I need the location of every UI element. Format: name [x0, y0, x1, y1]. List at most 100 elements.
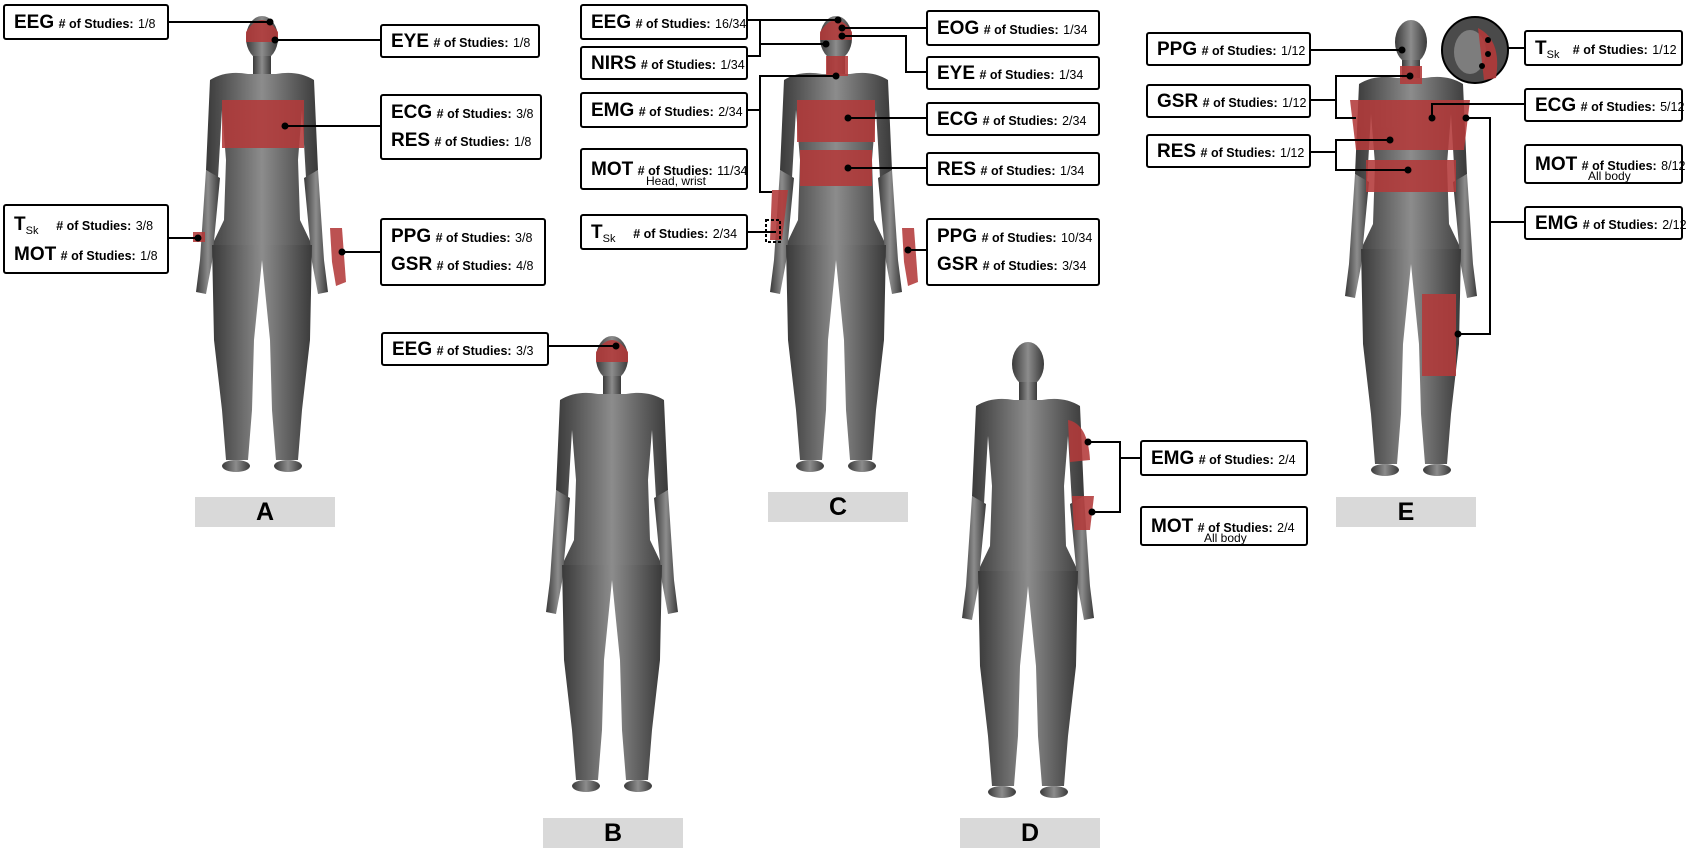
study-count: 3/8 — [516, 107, 534, 121]
study-count: 1/12 — [1282, 96, 1307, 110]
label-c-nirs: NIRS # of Studies: 1/34 — [580, 46, 748, 80]
study-count: 1/8 — [140, 249, 158, 263]
sensor-code: T — [14, 214, 26, 235]
studies-prefix: # of Studies: — [1582, 218, 1658, 232]
studies-prefix: # of Studies: — [1198, 453, 1274, 467]
sensor-code: RES — [391, 130, 431, 151]
study-count: 2/4 — [1278, 453, 1296, 467]
label-e-ppg: PPG # of Studies: 1/12 — [1146, 32, 1311, 66]
study-count: 1/8 — [512, 36, 531, 50]
studies-prefix: # of Studies: — [638, 105, 714, 119]
study-count: 2/34 — [712, 227, 738, 241]
label-e-emg: EMG # of Studies: 2/12 — [1524, 206, 1687, 240]
studies-prefix: # of Studies: — [434, 135, 510, 149]
study-count: 2/12 — [1662, 218, 1687, 232]
label-e-ecg: ECG # of Studies: 5/12 — [1524, 88, 1684, 122]
body-figure-c — [770, 16, 902, 472]
label-d-emg: EMG # of Studies: 2/4 — [1140, 440, 1308, 476]
label-d-mot: MOT # of Studies: 2/4 All body — [1140, 506, 1308, 546]
sensor-code: PPG — [391, 226, 432, 247]
label-e-mot: MOT # of Studies: 8/12 All body — [1524, 144, 1685, 184]
leader-e-emg2 — [1458, 222, 1491, 335]
leader-c-emg — [747, 75, 836, 111]
studies-prefix: # of Studies: — [436, 259, 512, 273]
sensor-code: GSR — [391, 254, 433, 275]
panel-label-b: B — [543, 818, 683, 848]
study-count: 1/12 — [1652, 43, 1677, 57]
sensor-code: GSR — [937, 254, 979, 275]
sensor-code: EYE — [937, 63, 976, 84]
study-count: 16/34 — [715, 17, 747, 31]
sensor-code: EEG — [591, 12, 632, 33]
study-count: 1/8 — [514, 135, 532, 149]
studies-prefix: # of Studies: — [60, 249, 136, 263]
sensor-code: EEG — [14, 12, 55, 33]
label-c-tsk: TSk # of Studies: 2/34 — [580, 214, 748, 250]
study-count: 3/8 — [135, 219, 154, 233]
study-count: 4/8 — [516, 259, 534, 273]
study-count: 3/8 — [515, 231, 533, 245]
sensor-code: RES — [937, 159, 977, 180]
studies-prefix: # of Studies: — [982, 259, 1058, 273]
study-count: 1/34 — [720, 58, 745, 72]
study-count: 10/34 — [1061, 231, 1093, 245]
leader-e-gsr2 — [1335, 100, 1356, 119]
label-a-eeg: EEG # of Studies: 1/8 — [3, 4, 169, 40]
study-count: 2/4 — [1277, 521, 1295, 535]
sensor-code: EEG — [392, 339, 433, 360]
leader-e-res — [1310, 151, 1408, 171]
studies-prefix: # of Studies: — [979, 68, 1055, 82]
studies-prefix: # of Studies: — [56, 219, 132, 233]
sensor-code: MOT — [591, 159, 634, 180]
study-count: 1/34 — [1063, 23, 1088, 37]
studies-prefix: # of Studies: — [1580, 100, 1656, 114]
study-count: 1/12 — [1281, 44, 1306, 58]
label-a-eye: EYE # of Studies: 1/8 — [380, 24, 540, 58]
sensor-code: ECG — [1535, 95, 1577, 116]
sensor-code: PPG — [937, 226, 978, 247]
study-count: 3/34 — [1062, 259, 1087, 273]
region-e-thigh — [1422, 294, 1456, 376]
panel-label-c: C — [768, 492, 908, 522]
studies-prefix: # of Studies: — [982, 114, 1058, 128]
studies-prefix: # of Studies: — [436, 107, 512, 121]
label-e-gsr: GSR # of Studies: 1/12 — [1146, 84, 1311, 118]
sensor-code-subscript: Sk — [1546, 49, 1560, 62]
label-c-emg: EMG # of Studies: 2/34 — [580, 92, 748, 128]
sensor-code: T — [1535, 38, 1547, 59]
leader-c-mot — [759, 110, 772, 193]
panel-label-d: D — [960, 818, 1100, 848]
studies-prefix: # of Studies: — [983, 23, 1059, 37]
label-c-mot: MOT # of Studies: 11/34 Head, wrist — [580, 148, 748, 190]
label-b-eeg: EEG # of Studies: 3/3 — [381, 332, 549, 366]
region-a-chest — [222, 100, 304, 148]
sensor-code: MOT — [1535, 154, 1578, 175]
leader-c-eye — [842, 35, 926, 73]
sensor-code: NIRS — [591, 53, 637, 74]
leader-d-emg — [1088, 441, 1140, 459]
sensor-code: EOG — [937, 18, 980, 39]
sensor-code: ECG — [391, 102, 433, 123]
region-c-right-forearm — [770, 190, 788, 240]
body-figure-d — [962, 342, 1094, 798]
label-a-tsk-mot: TSk # of Studies: 3/8 MOT # of Studies: … — [3, 204, 169, 274]
sensor-code: GSR — [1157, 91, 1199, 112]
sensor-code-subscript: Sk — [602, 233, 616, 246]
body-figure-b — [546, 336, 678, 792]
sensor-code: EMG — [1535, 213, 1579, 234]
mot-location-note: Head, wrist — [646, 174, 707, 188]
region-a-left-hand — [330, 228, 346, 286]
study-count: 11/34 — [717, 164, 748, 178]
label-e-res: RES # of Studies: 1/12 — [1146, 134, 1311, 168]
studies-prefix: # of Studies: — [980, 164, 1056, 178]
leader-e-emg — [1466, 117, 1524, 223]
face-inset-e — [1441, 16, 1509, 84]
leader-e-res2 — [1335, 139, 1390, 152]
studies-prefix: # of Studies: — [633, 227, 709, 241]
label-c-ppg-gsr: PPG # of Studies: 10/34 GSR # of Studies… — [926, 218, 1100, 286]
studies-prefix: # of Studies: — [635, 17, 711, 31]
label-c-eog: EOG # of Studies: 1/34 — [926, 10, 1100, 46]
label-a-ecg-res: ECG # of Studies: 3/8 RES # of Studies: … — [380, 94, 542, 160]
studies-prefix: # of Studies: — [58, 17, 134, 31]
